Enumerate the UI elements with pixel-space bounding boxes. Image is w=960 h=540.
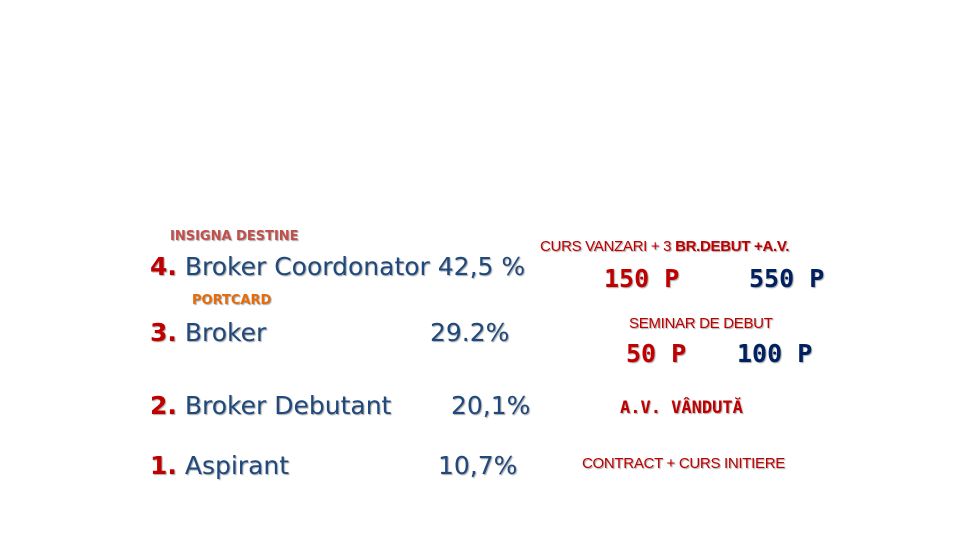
level-3-percent: 29.2% xyxy=(430,318,510,347)
curs-vanzari-requirement: CURS VANZARI + 3 BR.DEBUT +A.V. xyxy=(540,238,789,255)
level-number: 4. xyxy=(150,252,177,281)
level-1-percent: 10,7% xyxy=(438,451,518,480)
level-name: Broker Debutant xyxy=(184,391,392,420)
level-number: 1. xyxy=(150,451,177,480)
level-name: Broker xyxy=(184,318,267,347)
seminar-debut-requirement: SEMINAR DE DEBUT xyxy=(629,315,773,332)
seminar-points-a: 50 P xyxy=(626,339,687,368)
av-vanduta-requirement: A.V. VÂNDUTĂ xyxy=(620,398,743,418)
level-name: Broker Coordonator xyxy=(184,252,430,281)
seminar-points-b: 100 P xyxy=(737,339,813,368)
level-number: 2. xyxy=(150,391,177,420)
level-3-row: 3. Broker xyxy=(150,318,266,347)
level-2-percent: 20,1% xyxy=(451,391,531,420)
level-4-row: 4. Broker Coordonator 42,5 % xyxy=(150,252,525,281)
level-name: Aspirant xyxy=(184,451,290,480)
curs-bold: BR.DEBUT +A.V. xyxy=(675,238,790,255)
curs-prefix: CURS VANZARI + 3 xyxy=(540,238,676,255)
portcard-tag: PORTCARD xyxy=(192,293,272,308)
insigna-destine-tag: INSIGNA DESTINE xyxy=(170,229,299,244)
level-2-row: 2. Broker Debutant xyxy=(150,391,391,420)
contract-requirement: CONTRACT + CURS INITIERE xyxy=(582,455,785,472)
curs-points-a: 150 P xyxy=(604,264,680,293)
level-1-row: 1. Aspirant xyxy=(150,451,289,480)
level-number: 3. xyxy=(150,318,177,347)
curs-points-b: 550 P xyxy=(749,264,825,293)
level-percent: 42,5 % xyxy=(437,252,526,281)
